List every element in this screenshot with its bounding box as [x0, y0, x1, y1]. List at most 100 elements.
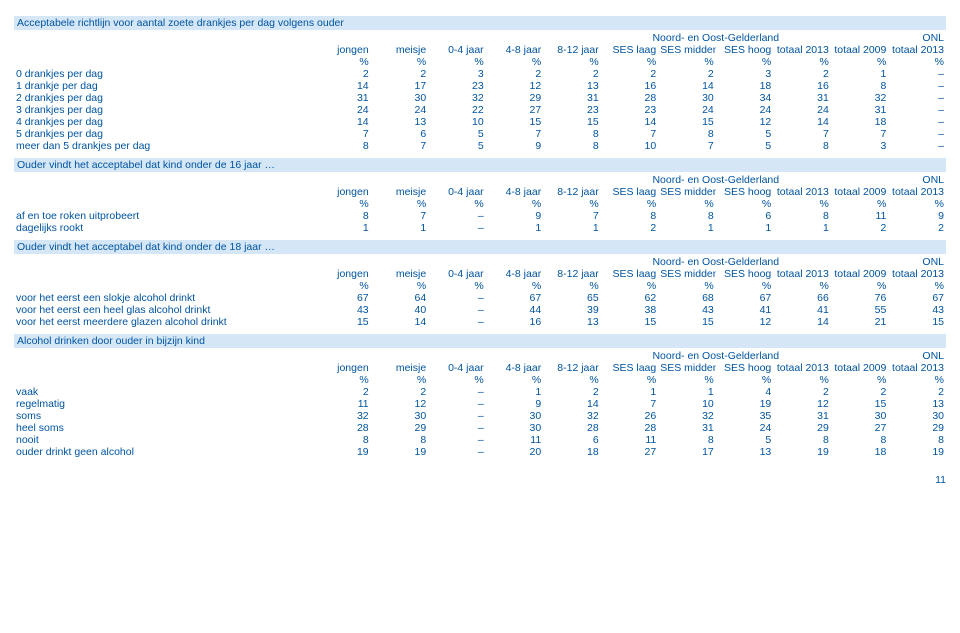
cell-value: 44	[486, 304, 544, 316]
cell-value: 7	[601, 128, 659, 140]
cell-value: 66	[773, 292, 831, 304]
row-label: dagelijks rookt	[14, 222, 313, 234]
column-header: SES midden	[658, 44, 716, 56]
cell-value: 14	[773, 116, 831, 128]
table-row: ouder drinkt geen alcohol1919–2018271713…	[14, 446, 946, 458]
cell-value: 8	[773, 140, 831, 152]
cell-value: –	[428, 398, 486, 410]
unit-header: %	[428, 56, 486, 68]
unit-header: %	[371, 280, 429, 292]
table-row: nooit88–1161185888	[14, 434, 946, 446]
cell-value: 15	[831, 398, 889, 410]
cell-value: 1	[716, 222, 774, 234]
cell-value: 14	[371, 316, 429, 328]
cell-value: 2	[371, 386, 429, 398]
unit-header: %	[543, 198, 601, 210]
cell-value: 32	[428, 92, 486, 104]
column-header: 8-12 jaar	[543, 186, 601, 198]
cell-value: 18	[543, 446, 601, 458]
cell-value: –	[888, 92, 946, 104]
table-row: regelmatig1112–91471019121513	[14, 398, 946, 410]
section-title: Acceptabele richtlijn voor aantal zoete …	[14, 16, 946, 30]
cell-value: 18	[716, 80, 774, 92]
cell-value: 31	[773, 410, 831, 422]
table-row: 2 drankjes per dag31303229312830343132–	[14, 92, 946, 104]
column-header: totaal 2013	[888, 268, 946, 280]
unit-header: %	[543, 374, 601, 386]
row-label: voor het eerst meerdere glazen alcohol d…	[14, 316, 313, 328]
cell-value: 8	[601, 210, 659, 222]
unit-header: %	[716, 280, 774, 292]
row-label: 4 drankjes per dag	[14, 116, 313, 128]
cell-value: 10	[658, 398, 716, 410]
cell-value: 67	[888, 292, 946, 304]
cell-value: 9	[486, 210, 544, 222]
row-label: regelmatig	[14, 398, 313, 410]
onl-header: ONL	[888, 32, 946, 44]
column-header: SES hoog	[716, 268, 774, 280]
cell-value: 7	[831, 128, 889, 140]
cell-value: 27	[831, 422, 889, 434]
unit-header: %	[428, 280, 486, 292]
cell-value: 67	[486, 292, 544, 304]
cell-value: 22	[428, 104, 486, 116]
cell-value: 32	[313, 410, 371, 422]
cell-value: 9	[486, 140, 544, 152]
column-header: totaal 2009	[831, 362, 889, 374]
cell-value: –	[888, 128, 946, 140]
cell-value: 19	[773, 446, 831, 458]
cell-value: 35	[716, 410, 774, 422]
column-header: jongen	[313, 268, 371, 280]
cell-value: 2	[831, 222, 889, 234]
unit-header: %	[716, 56, 774, 68]
cell-value: 32	[658, 410, 716, 422]
cell-value: 15	[658, 116, 716, 128]
cell-value: 24	[716, 422, 774, 434]
cell-value: 11	[831, 210, 889, 222]
cell-value: 67	[716, 292, 774, 304]
cell-value: 62	[601, 292, 659, 304]
unit-header: %	[773, 56, 831, 68]
cell-value: 13	[888, 398, 946, 410]
cell-value: 24	[658, 104, 716, 116]
cell-value: –	[428, 434, 486, 446]
column-header: SES hoog	[716, 186, 774, 198]
cell-value: 8	[888, 434, 946, 446]
unit-header: %	[486, 280, 544, 292]
cell-value: 15	[888, 316, 946, 328]
cell-value: 24	[773, 104, 831, 116]
cell-value: 14	[313, 116, 371, 128]
cell-value: 1	[773, 222, 831, 234]
row-label: 1 drankje per dag	[14, 80, 313, 92]
column-header: meisje	[371, 186, 429, 198]
unit-header: %	[428, 198, 486, 210]
column-header: 0-4 jaar	[428, 362, 486, 374]
section-title: Alcohol drinken door ouder in bijzijn ki…	[14, 334, 946, 348]
cell-value: 2	[313, 386, 371, 398]
cell-value: 15	[313, 316, 371, 328]
cell-value: 2	[313, 68, 371, 80]
cell-value: 8	[831, 80, 889, 92]
cell-value: 26	[601, 410, 659, 422]
column-header: meisje	[371, 44, 429, 56]
column-header: meisje	[371, 268, 429, 280]
cell-value: 6	[371, 128, 429, 140]
cell-value: 64	[371, 292, 429, 304]
data-table: Noord- en Oost-GelderlandONLjongenmeisje…	[14, 256, 946, 328]
cell-value: 2	[371, 68, 429, 80]
cell-value: 19	[371, 446, 429, 458]
unit-header: %	[831, 198, 889, 210]
cell-value: –	[428, 316, 486, 328]
cell-value: 14	[313, 80, 371, 92]
table-row: heel soms2829–3028283124292729	[14, 422, 946, 434]
row-label: 0 drankjes per dag	[14, 68, 313, 80]
cell-value: 8	[658, 210, 716, 222]
cell-value: –	[888, 116, 946, 128]
cell-value: 31	[313, 92, 371, 104]
cell-value: 2	[888, 386, 946, 398]
row-label: voor het eerst een slokje alcohol drinkt	[14, 292, 313, 304]
unit-header: %	[371, 374, 429, 386]
cell-value: –	[428, 210, 486, 222]
column-header: meisje	[371, 362, 429, 374]
column-header: totaal 2009	[831, 268, 889, 280]
